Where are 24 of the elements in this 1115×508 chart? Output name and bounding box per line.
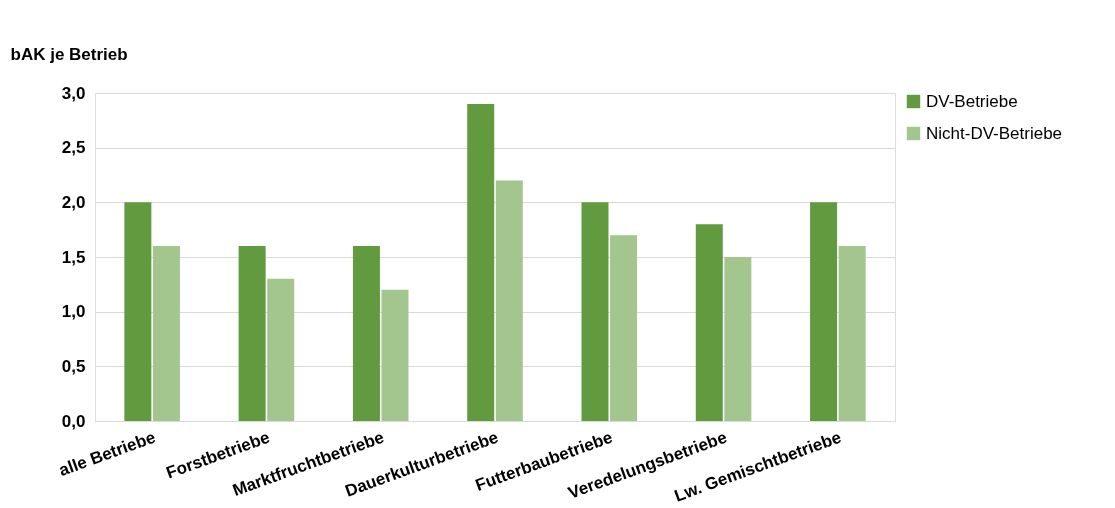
y-tick-label: 1,0 bbox=[61, 302, 86, 322]
bar bbox=[352, 246, 380, 421]
bar bbox=[267, 278, 295, 421]
bar bbox=[238, 246, 266, 421]
bar bbox=[495, 180, 523, 421]
bar bbox=[581, 202, 609, 421]
legend-label: Nicht-DV-Betriebe bbox=[926, 123, 1063, 143]
bar bbox=[610, 235, 638, 421]
y-tick-label: 0,5 bbox=[61, 356, 86, 376]
y-tick-label: 2,5 bbox=[61, 138, 86, 158]
y-tick-label: 3,0 bbox=[61, 83, 86, 103]
bar bbox=[124, 202, 152, 421]
y-tick-label: 0,0 bbox=[61, 411, 86, 431]
bar bbox=[381, 289, 409, 421]
bar bbox=[810, 202, 838, 421]
bar bbox=[152, 246, 180, 421]
bar bbox=[695, 224, 723, 421]
y-tick-label: 1,5 bbox=[61, 247, 86, 267]
bar bbox=[724, 257, 752, 421]
legend-label: DV-Betriebe bbox=[926, 91, 1018, 111]
bar bbox=[838, 246, 866, 421]
y-axis-title: bAK je Betrieb bbox=[10, 44, 128, 64]
y-tick-label: 2,0 bbox=[61, 192, 86, 212]
bar bbox=[467, 103, 495, 421]
